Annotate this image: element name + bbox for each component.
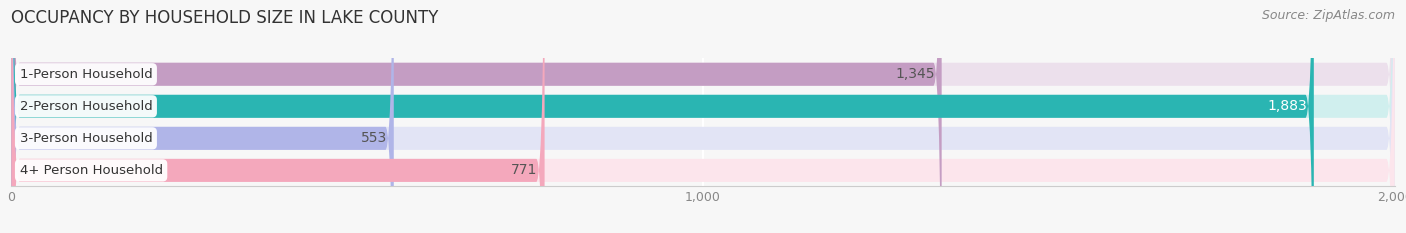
Text: 2-Person Household: 2-Person Household [20, 100, 152, 113]
Text: 553: 553 [360, 131, 387, 145]
FancyBboxPatch shape [11, 0, 942, 233]
FancyBboxPatch shape [11, 0, 1395, 233]
Text: 4+ Person Household: 4+ Person Household [20, 164, 163, 177]
Text: 3-Person Household: 3-Person Household [20, 132, 152, 145]
Text: 1,883: 1,883 [1267, 99, 1308, 113]
Text: 1,345: 1,345 [896, 67, 935, 81]
Text: OCCUPANCY BY HOUSEHOLD SIZE IN LAKE COUNTY: OCCUPANCY BY HOUSEHOLD SIZE IN LAKE COUN… [11, 9, 439, 27]
FancyBboxPatch shape [11, 0, 1395, 233]
FancyBboxPatch shape [11, 0, 1313, 233]
FancyBboxPatch shape [11, 0, 544, 233]
FancyBboxPatch shape [11, 0, 394, 233]
FancyBboxPatch shape [11, 0, 1395, 233]
Text: 1-Person Household: 1-Person Household [20, 68, 152, 81]
Text: 771: 771 [512, 163, 537, 177]
FancyBboxPatch shape [11, 0, 1395, 233]
Text: Source: ZipAtlas.com: Source: ZipAtlas.com [1261, 9, 1395, 22]
